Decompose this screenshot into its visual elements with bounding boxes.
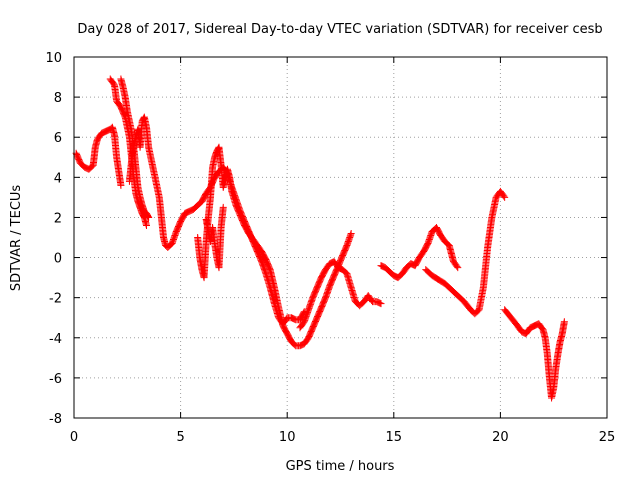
y-axis-label: SDTVAR / TECUs (9, 185, 24, 292)
x-tick-label: 20 (492, 430, 509, 445)
y-tick-label: 0 (54, 252, 62, 267)
y-tick-label: -8 (49, 412, 62, 427)
data-markers (72, 75, 568, 402)
data-point-s6 (219, 203, 227, 211)
y-tick-label: 10 (45, 51, 62, 66)
plot-frame (73, 56, 608, 419)
y-tick-label: 4 (54, 171, 62, 186)
data-point-s9 (500, 192, 508, 200)
y-tick-label: -2 (49, 292, 62, 307)
x-tick-label: 5 (176, 430, 184, 445)
data-point-s3 (144, 212, 152, 220)
data-point-s5 (347, 229, 355, 237)
data-point-s2 (142, 221, 150, 229)
y-tick-labels: -8 -6 -4 -2 0 2 4 6 8 10 (45, 51, 62, 427)
x-tick-label: 0 (70, 430, 78, 445)
x-tick-labels: 0 5 10 15 20 25 (70, 430, 615, 445)
data-point-s9 (501, 193, 509, 201)
x-tick-label: 15 (386, 430, 403, 445)
x-tick-label: 25 (599, 430, 616, 445)
y-tick-label: 6 (54, 131, 62, 146)
data-point-s7 (377, 300, 385, 308)
y-tick-label: -6 (49, 372, 62, 387)
chart-title: Day 028 of 2017, Sidereal Day-to-day VTE… (77, 22, 602, 37)
data-point-s10 (560, 318, 568, 326)
grid-lines (74, 57, 607, 418)
axis-ticks (73, 56, 608, 419)
data-point-s8 (453, 262, 461, 270)
data-point-s8 (454, 264, 462, 272)
x-tick-label: 10 (279, 430, 296, 445)
y-tick-label: 2 (54, 211, 62, 226)
x-axis-label: GPS time / hours (286, 459, 395, 474)
y-tick-label: 8 (54, 91, 62, 106)
y-tick-label: -4 (49, 332, 62, 347)
data-point-s3 (145, 213, 153, 221)
data-point-s7 (376, 299, 384, 307)
data-point-s1 (117, 181, 125, 189)
